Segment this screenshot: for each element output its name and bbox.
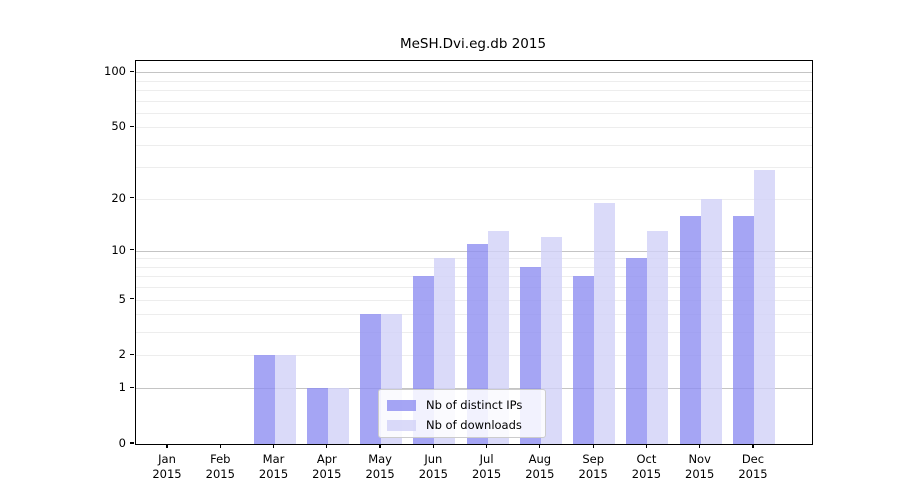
bar-downloads [753, 169, 775, 444]
x-tick-mark [166, 444, 168, 449]
x-tick-label: Feb 2015 [205, 452, 235, 481]
gridline-minor [136, 100, 812, 102]
x-tick-label: Dec 2015 [738, 452, 768, 481]
y-tick-label: 5 [118, 291, 126, 306]
x-tick-mark [379, 444, 381, 449]
bar-distinct-ips [679, 215, 701, 444]
x-tick-label: Jan 2015 [152, 452, 182, 481]
gridline-minor [136, 112, 812, 114]
x-tick-mark [219, 444, 221, 449]
y-tick-mark [130, 125, 134, 127]
bar-distinct-ips [573, 276, 595, 444]
bar-downloads [274, 355, 296, 444]
bar-distinct-ips [360, 314, 382, 444]
gridline-minor [136, 80, 812, 82]
gridline-minor [136, 144, 812, 146]
x-tick-mark [326, 444, 328, 449]
x-tick-mark [752, 444, 754, 449]
y-tick-mark [130, 353, 134, 356]
gridline-minor [136, 89, 812, 91]
legend-item-downloads: Nb of downloads [387, 415, 537, 435]
legend: Nb of distinct IPs Nb of downloads [378, 389, 546, 438]
y-tick-mark [130, 442, 134, 444]
chart-title: MeSH.Dvi.eg.db 2015 [399, 36, 547, 52]
x-tick-label: Jun 2015 [418, 452, 448, 481]
y-tick-mark [130, 70, 134, 72]
x-tick-label: Nov 2015 [685, 452, 715, 481]
x-tick-mark [272, 444, 275, 449]
bar-distinct-ips [626, 258, 648, 444]
bar-downloads [594, 202, 616, 444]
legend-item-distinct-ips: Nb of distinct IPs [387, 395, 537, 415]
bar-downloads [327, 388, 349, 444]
plot-area [135, 60, 813, 445]
bar-downloads [700, 198, 722, 444]
x-tick-mark [645, 444, 648, 449]
x-tick-mark [539, 444, 541, 449]
y-tick-mark [130, 249, 134, 251]
y-tick-mark [130, 197, 134, 199]
x-tick-label: Oct 2015 [631, 452, 662, 481]
bar-downloads [647, 231, 669, 444]
y-tick-label: 1 [118, 380, 126, 395]
y-tick-label: 50 [111, 119, 126, 134]
x-tick-label: Sep 2015 [578, 452, 608, 481]
y-tick-label: 100 [104, 64, 126, 79]
x-tick-mark [592, 444, 594, 449]
y-tick-label: 10 [111, 242, 126, 257]
legend-swatch-downloads [387, 419, 416, 431]
x-tick-label: Apr 2015 [312, 452, 342, 481]
gridline-minor [136, 198, 812, 200]
y-tick-label: 2 [118, 347, 126, 362]
x-tick-mark [432, 444, 434, 449]
legend-label-distinct-ips: Nb of distinct IPs [426, 398, 523, 412]
x-tick-label: Jul 2015 [471, 452, 502, 481]
legend-swatch-distinct-ips [387, 399, 416, 411]
bar-downloads [540, 237, 562, 444]
y-tick-label: 20 [111, 190, 126, 205]
bar-distinct-ips [732, 215, 754, 444]
y-tick-label: 0 [118, 436, 126, 450]
gridline-minor [136, 167, 812, 169]
gridline-major [136, 72, 812, 74]
x-tick-label: Aug 2015 [525, 452, 555, 481]
x-tick-label: Mar 2015 [258, 452, 289, 481]
x-tick-mark [486, 444, 488, 449]
bar-distinct-ips [253, 355, 275, 444]
gridline-minor [136, 127, 812, 129]
y-tick-mark [130, 386, 134, 388]
x-tick-mark [699, 444, 701, 449]
x-tick-label: May 2015 [365, 452, 395, 481]
y-tick-mark [130, 298, 134, 300]
bar-distinct-ips [306, 388, 328, 444]
legend-label-downloads: Nb of downloads [426, 418, 522, 432]
